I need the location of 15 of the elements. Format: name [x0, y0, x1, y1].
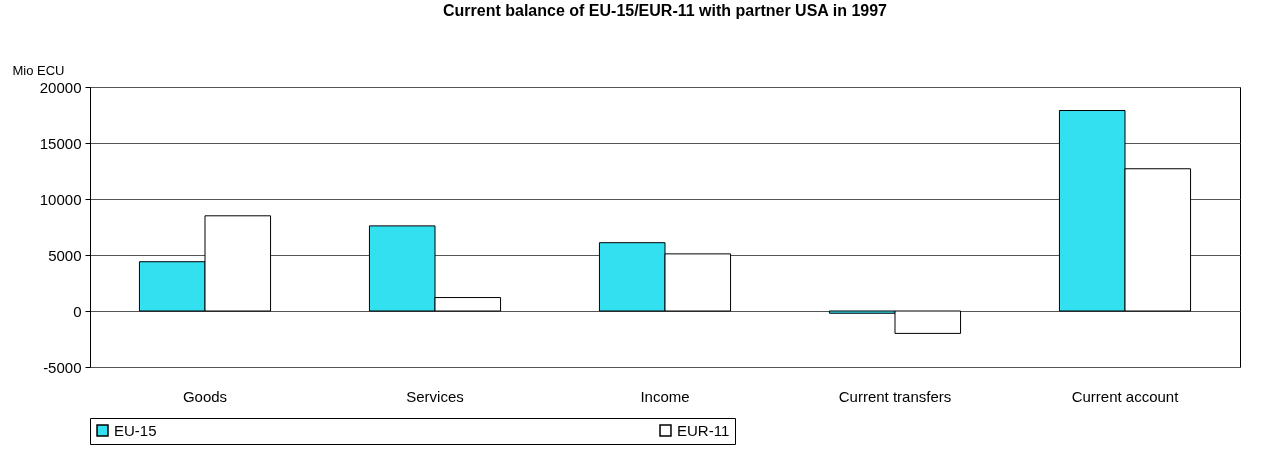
legend-label: EUR-11 — [677, 421, 730, 439]
y-tick-label: 5000 — [48, 246, 82, 264]
x-tick-label: Goods — [182, 387, 228, 405]
chart-title: Current balance of EU-15/EUR-11 with partner USA in 1997 — [443, 2, 888, 19]
x-tick-label: Current transfers — [838, 387, 952, 405]
y-axis-title: Mio ECU — [12, 62, 65, 78]
x-tick-label: Current account — [1071, 387, 1180, 405]
y-tick-label: 0 — [73, 302, 82, 320]
y-tick-label: 20000 — [39, 78, 82, 96]
y-tick-label: -5000 — [43, 358, 82, 376]
x-tick-label: Income — [640, 387, 690, 405]
y-tick-label: 10000 — [39, 190, 82, 208]
x-tick-label: Services — [406, 387, 464, 405]
y-tick-label: 15000 — [39, 134, 82, 152]
legend-label: EU-15 — [114, 421, 157, 439]
